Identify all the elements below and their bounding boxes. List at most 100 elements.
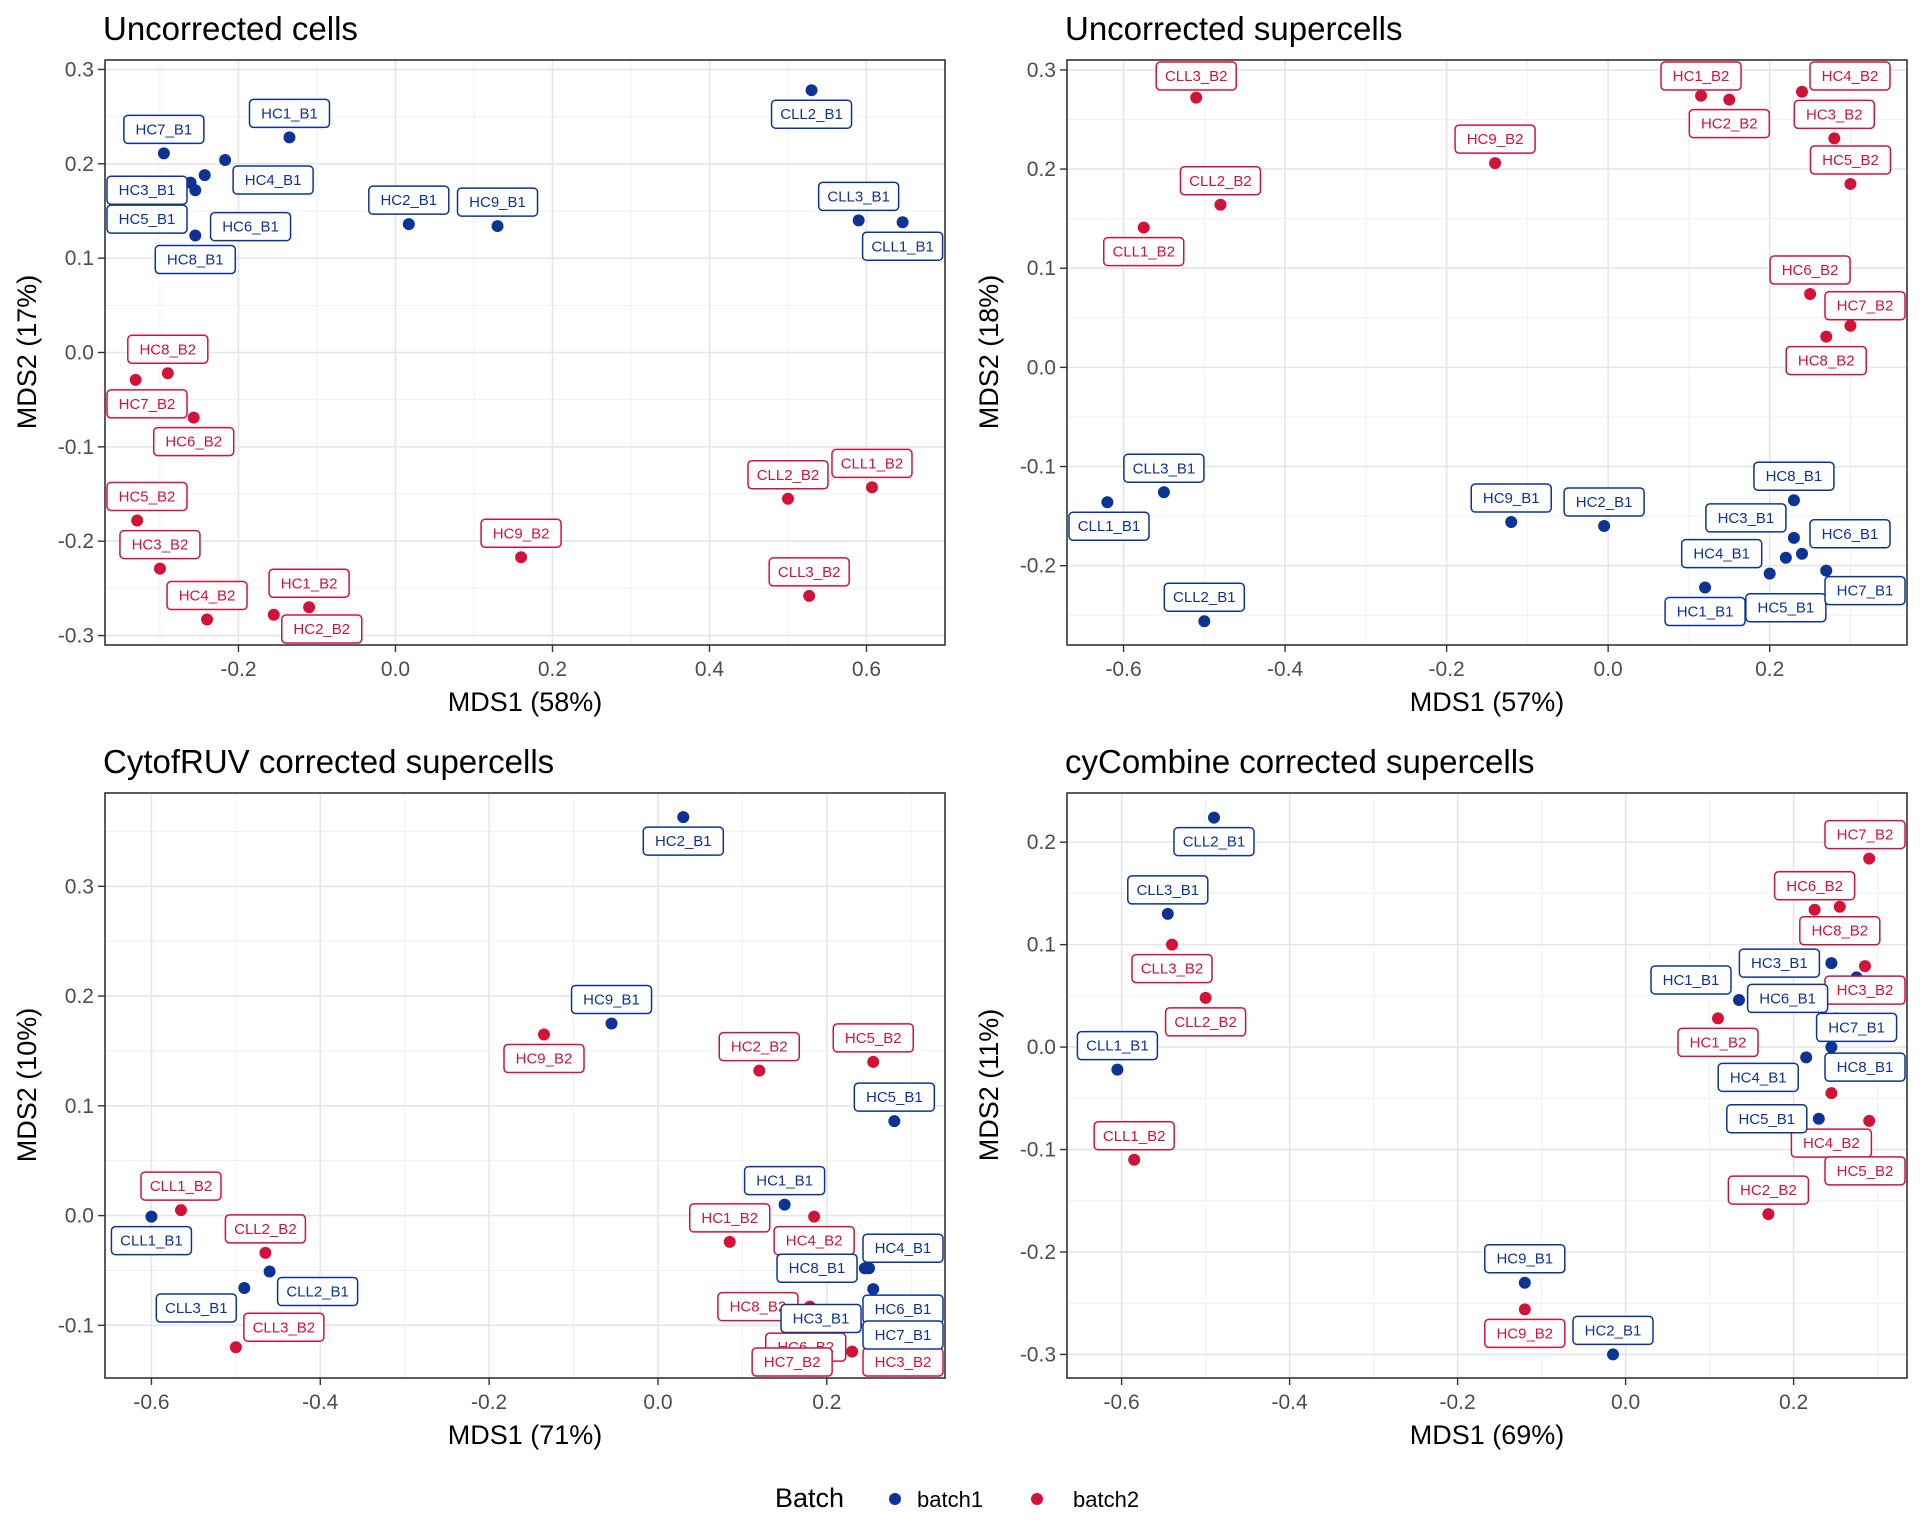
y-tick-label: 0.1 <box>1027 257 1056 280</box>
point-cll2-b2 <box>1199 991 1212 1004</box>
point-label-box <box>768 557 850 587</box>
point-label-text: HC9_B2 <box>1496 1325 1553 1342</box>
point-label-text: HC3_B2 <box>1806 106 1863 123</box>
point-label: HC9_B1 <box>1470 483 1552 513</box>
point-hc3-b2 <box>1828 132 1841 145</box>
point-label: HC7_B2 <box>1824 290 1906 321</box>
point-label-box <box>861 231 944 262</box>
point-label-text: CLL3_B1 <box>1137 882 1200 899</box>
x-tick-label: -0.4 <box>302 1391 339 1414</box>
point-label-box <box>1660 61 1742 91</box>
point-label-text: CLL2_B2 <box>1189 173 1252 190</box>
point-label-box <box>456 187 539 217</box>
point-label-text: CLL2_B2 <box>234 1221 297 1238</box>
point-hc1-b1 <box>1733 993 1745 1006</box>
point-cll1-b1 <box>896 216 909 229</box>
point-hc5-b2 <box>1863 1114 1876 1127</box>
point-label-text: HC1_B1 <box>1677 603 1734 620</box>
point-cll3-b1 <box>852 214 865 227</box>
point-label-text: HC9_B2 <box>1467 131 1524 148</box>
point-label-box <box>1173 826 1255 857</box>
x-tick-label: 0.6 <box>852 658 881 681</box>
point-label-text: CLL1_B2 <box>1103 1128 1166 1145</box>
point-label-text: CLL1_B1 <box>120 1233 183 1250</box>
point-label-box <box>1717 1062 1799 1093</box>
point-label: CLL1_B1 <box>110 1225 193 1256</box>
point-label-box <box>268 568 350 599</box>
point-hc5-b1 <box>1812 1112 1825 1125</box>
point-label-text: CLL1_B2 <box>841 455 904 472</box>
point-label-text: CLL2_B2 <box>1174 1014 1237 1031</box>
point-cll3-b1 <box>1157 486 1170 499</box>
point-label: HC8_B1 <box>776 1253 858 1283</box>
point-label: CLL3_B1 <box>1127 875 1209 905</box>
point-label-text: HC4_B2 <box>1803 1135 1860 1152</box>
point-hc7-b2 <box>129 373 142 386</box>
point-label-box <box>1127 875 1209 905</box>
point-label-box <box>1454 124 1536 154</box>
point-label-text: CLL3_B1 <box>827 188 890 205</box>
point-label-text: HC9_B2 <box>516 1050 573 1067</box>
point-label: HC3_B1 <box>106 175 188 205</box>
point-label-box <box>831 448 913 479</box>
point-label-box <box>1470 483 1552 513</box>
point-cll2-b1 <box>263 1265 276 1278</box>
point-cll1-b2 <box>1128 1153 1141 1166</box>
plot-area: -0.6 -0.4 -0.2 0.0 0.2 -0.3 -0.2 -0.1 0.0 0.1 0.2 C… <box>1020 792 1908 1414</box>
point-label: HC5_B1 <box>1726 1104 1808 1134</box>
point-label: HC4_B1 <box>1717 1062 1799 1093</box>
point-label-text: HC5_B1 <box>1757 600 1814 617</box>
point-label-text: CLL2_B1 <box>1183 834 1246 851</box>
point-label: CLL3_B2 <box>1131 953 1213 984</box>
point-label: HC2_B1 <box>368 185 450 215</box>
point-label-text: HC3_B2 <box>1837 982 1894 999</box>
point-label-box <box>853 1082 936 1112</box>
panel-cytofruv-corrected: CytofRUV corrected supercells MDS1 (71%)… <box>12 743 946 1450</box>
point-label: CLL2_B2 <box>1179 166 1262 196</box>
point-cll1-b1 <box>1111 1063 1124 1076</box>
point-label: HC2_B2 <box>1688 108 1771 139</box>
point-label: HC8_B2 <box>1785 345 1867 376</box>
point-label-box <box>1815 1012 1898 1043</box>
point-label: HC5_B2 <box>106 481 188 512</box>
point-cll3-b1 <box>1161 907 1174 920</box>
point-label: HC9_B2 <box>1484 1318 1566 1349</box>
point-label: HC1_B2 <box>1660 61 1742 91</box>
point-label-text: HC6_B2 <box>1782 262 1839 279</box>
point-label-box <box>1769 255 1851 285</box>
point-label: HC4_B1 <box>1680 538 1763 569</box>
point-label-box <box>751 1347 833 1377</box>
point-label-text: CLL2_B2 <box>757 467 820 484</box>
point-label-text: HC3_B2 <box>875 1354 932 1371</box>
point-label-box <box>1484 1243 1566 1274</box>
point-label-text: HC5_B2 <box>1837 1163 1894 1180</box>
point-labels: CLL2_B1 CLL3_B1 CLL3_B2 CLL2_B2 CLL1_B1 CLL1_… <box>1076 819 1906 1349</box>
point-hc2-b2 <box>1762 1208 1775 1221</box>
point-label-box <box>1809 519 1891 549</box>
point-label-text: HC9_B1 <box>469 194 526 211</box>
point-hc4-b1 <box>219 154 232 167</box>
x-tick-label: 0.0 <box>1611 1391 1640 1414</box>
point-hc1-b2 <box>303 601 316 614</box>
point-label: HC9_B2 <box>1454 124 1536 154</box>
plot-area: -0.6 -0.4 -0.2 0.0 0.2 -0.2 -0.1 0.0 0.1 0.2 0.3 CL… <box>1020 59 1908 681</box>
point-hc2-b1 <box>1607 1348 1619 1361</box>
point-label: HC2_B2 <box>1727 1175 1810 1205</box>
point-hc2-b2 <box>1723 93 1736 106</box>
point-label: CLL1_B2 <box>1102 236 1185 267</box>
point-label-box <box>718 1031 801 1062</box>
point-label-box <box>106 175 188 205</box>
point-hc2-b2 <box>267 608 280 621</box>
point-hc4-b1 <box>1763 567 1776 580</box>
point-label: HC7_B2 <box>1824 819 1906 850</box>
point-label-text: HC1_B1 <box>1663 972 1720 989</box>
point-label-box <box>1680 538 1763 569</box>
point-label: CLL3_B2 <box>768 557 850 587</box>
point-label-text: HC2_B1 <box>655 833 712 850</box>
point-label: HC3_B2 <box>862 1347 944 1377</box>
point-hc3-b1 <box>1825 957 1838 970</box>
point-label: CLL1_B1 <box>1068 511 1150 541</box>
legend-label-batch2: batch2 <box>1073 1487 1139 1512</box>
point-cll3-b2 <box>229 1341 242 1354</box>
